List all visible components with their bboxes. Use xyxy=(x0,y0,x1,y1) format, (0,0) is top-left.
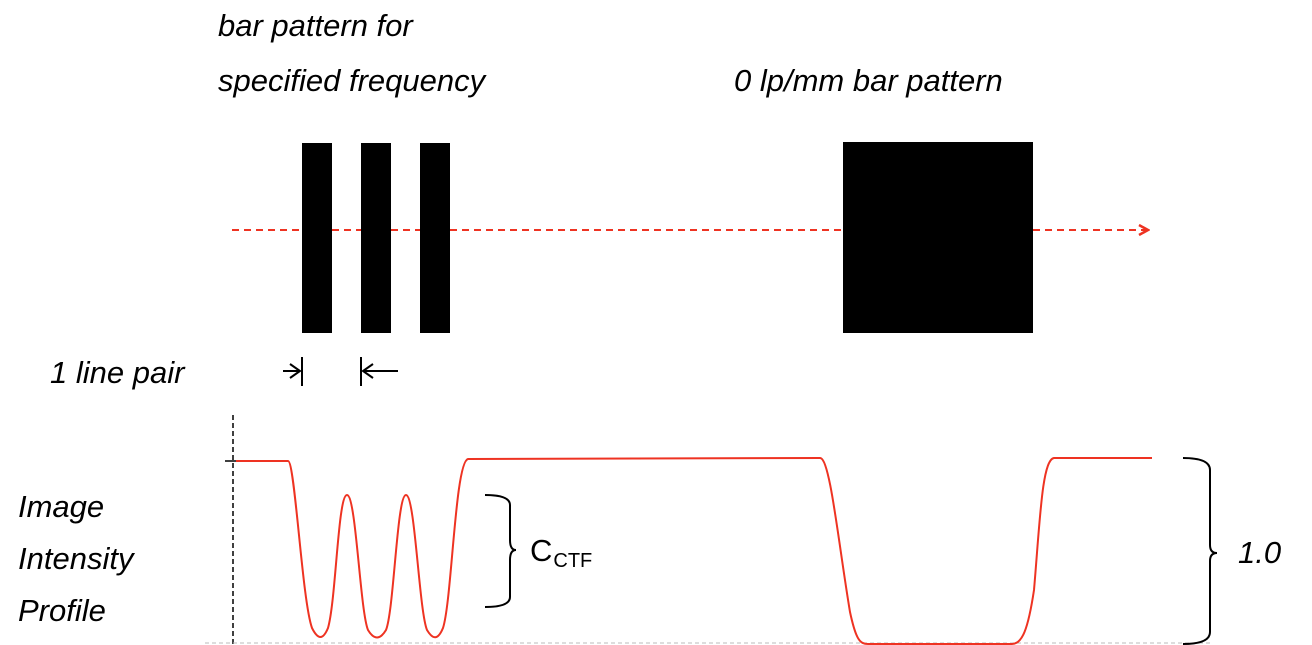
ctf-bracket xyxy=(484,494,517,608)
ctf-label: CCTF xyxy=(530,532,592,574)
ctf-label-main: C xyxy=(530,533,553,568)
freq-pattern-title-line1: bar pattern for xyxy=(218,8,413,43)
ctf-label-subscript: CTF xyxy=(553,550,593,572)
freq-pattern-title-line2: specified frequency xyxy=(218,63,486,98)
full-scale-bracket xyxy=(1182,457,1218,645)
profile-label-line3: Profile xyxy=(18,593,106,628)
profile-label-line1: Image xyxy=(18,489,105,524)
profile-label-line2: Intensity xyxy=(18,541,134,576)
full-scale-label: 1.0 xyxy=(1238,535,1282,570)
zero-pattern-title: 0 lp/mm bar pattern xyxy=(734,63,1003,98)
pattern-bar-1 xyxy=(302,143,332,333)
line-pair-marker xyxy=(283,357,398,386)
zero-frequency-block xyxy=(843,142,1033,333)
pattern-bar-2 xyxy=(361,143,391,333)
line-pair-label: 1 line pair xyxy=(50,355,185,390)
pattern-bar-3 xyxy=(420,143,450,333)
intensity-profile-curve xyxy=(236,456,1152,645)
